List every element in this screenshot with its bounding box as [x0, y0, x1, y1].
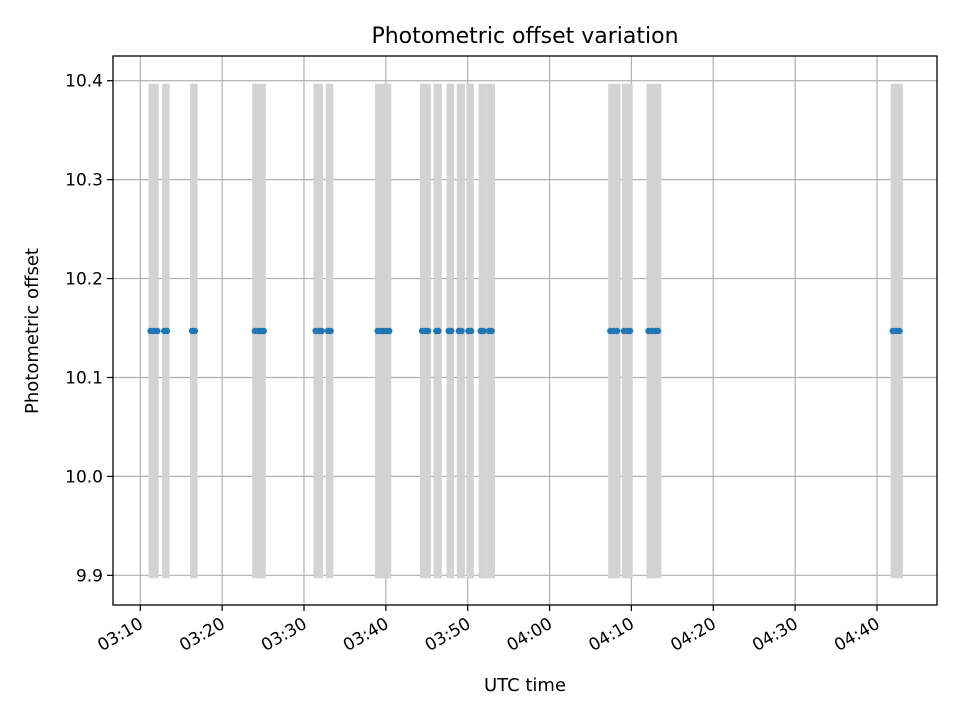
y-tick-label: 10.2 — [65, 270, 103, 290]
data-point — [488, 327, 495, 335]
y-axis-label: Photometric offset — [22, 248, 43, 414]
data-point — [424, 327, 432, 335]
data-point — [386, 327, 393, 335]
y-tick-label: 10.1 — [65, 368, 103, 388]
chart-title: Photometric offset variation — [371, 24, 678, 49]
data-points — [147, 327, 903, 335]
data-point — [154, 327, 161, 335]
x-axis-label: UTC time — [484, 675, 566, 696]
data-point — [896, 327, 903, 335]
y-tick-label: 10.4 — [65, 72, 103, 92]
plot-frame — [112, 55, 938, 606]
data-point — [260, 327, 267, 335]
data-point — [448, 327, 455, 335]
data-point — [318, 327, 325, 335]
data-point — [480, 327, 487, 335]
data-point — [613, 327, 621, 335]
data-point — [327, 327, 334, 335]
data-point — [191, 327, 199, 335]
data-point — [435, 327, 442, 335]
y-tick-label: 10.0 — [65, 467, 103, 487]
data-point — [654, 327, 662, 335]
data-point — [458, 327, 465, 335]
data-point — [467, 327, 475, 335]
y-tick-label: 9.9 — [76, 566, 103, 586]
y-tick-label: 10.3 — [65, 171, 103, 191]
data-point — [163, 327, 171, 335]
grid — [113, 56, 937, 605]
data-point — [626, 327, 634, 335]
